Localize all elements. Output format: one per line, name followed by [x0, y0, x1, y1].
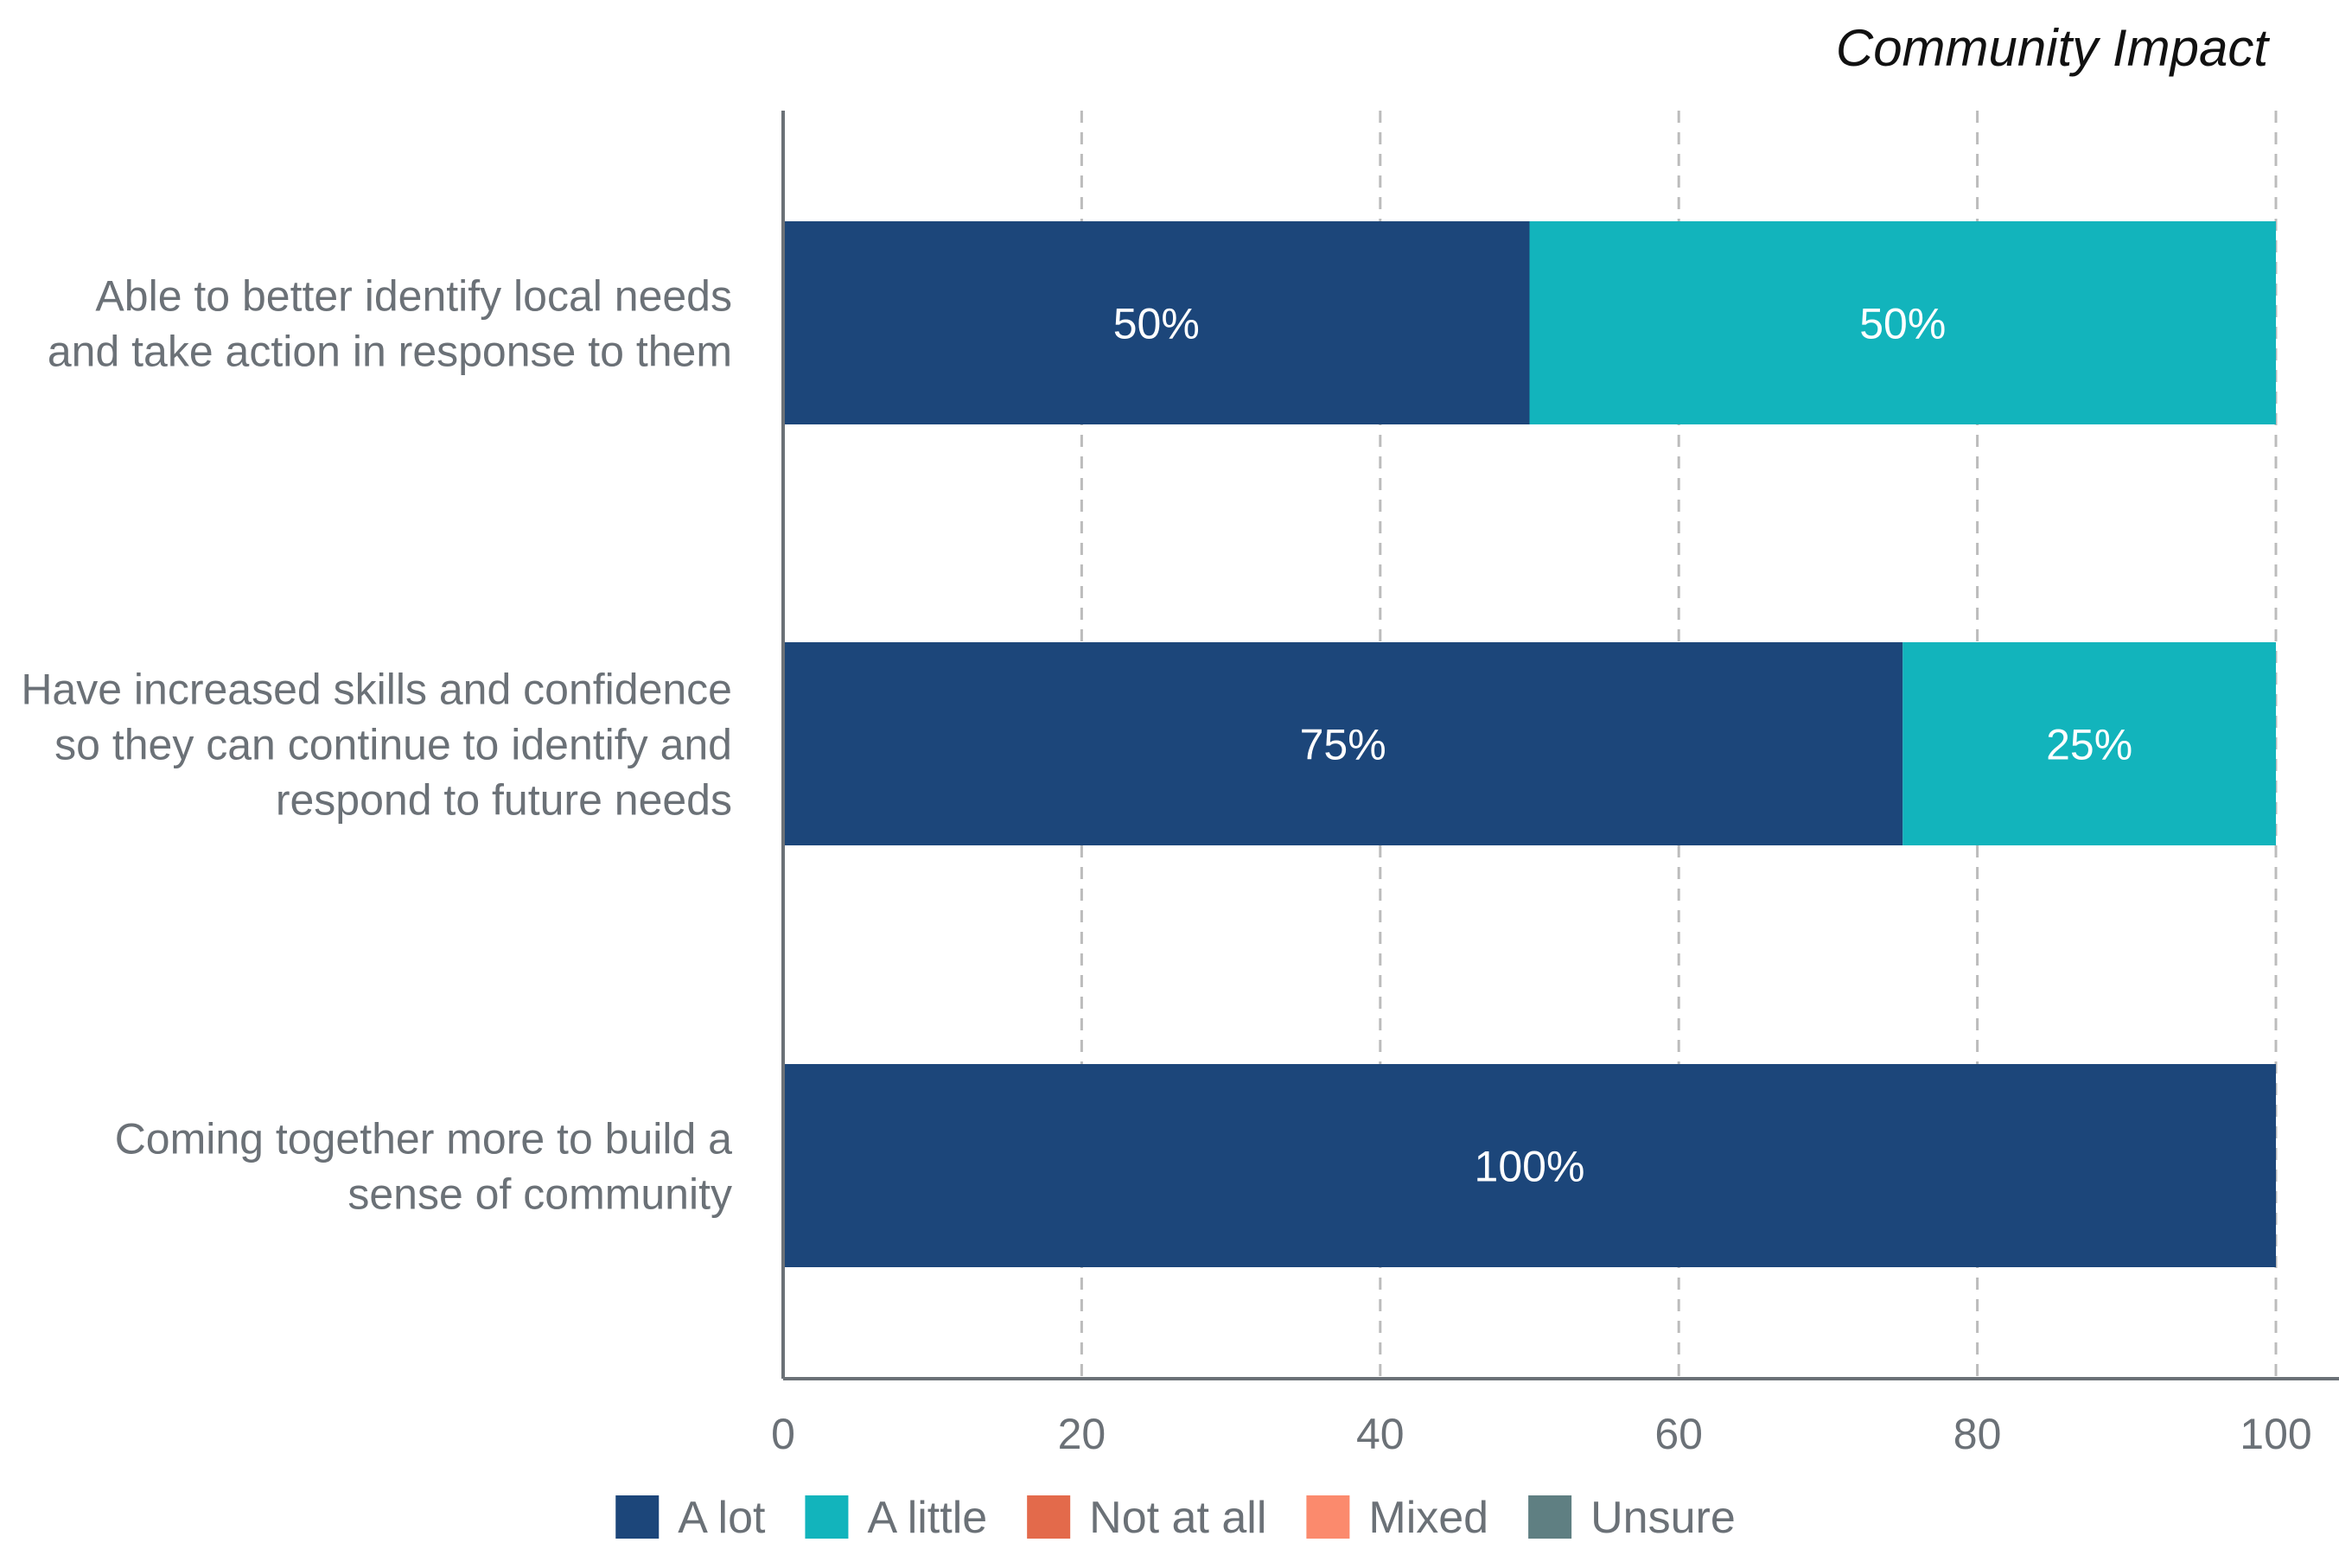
legend-item: Unsure [1528, 1493, 1736, 1543]
bar-segment [1529, 221, 2276, 424]
legend-label: Unsure [1590, 1493, 1736, 1543]
legend-item: Mixed [1306, 1493, 1488, 1543]
chart-title: Community Impact [1836, 19, 2270, 77]
bar-segment [783, 221, 1530, 424]
bars: 50% 50% 75% 25% 100% [783, 221, 2276, 1267]
category-label: Able to better identify local needs and t… [48, 272, 732, 376]
legend-swatch [1306, 1495, 1350, 1539]
legend-label: Mixed [1368, 1493, 1488, 1543]
category-label: Have increased skills and confidence so t… [21, 666, 732, 825]
bar-segment [783, 642, 1903, 845]
bar-segment [1902, 642, 2276, 845]
legend: A lot A little Not at all Mixed Unsure [615, 1493, 1736, 1543]
legend-swatch [1027, 1495, 1071, 1539]
legend-swatch [1528, 1495, 1572, 1539]
legend-swatch [805, 1495, 849, 1539]
x-tick-label: 20 [1058, 1410, 1106, 1458]
legend-label: A little [867, 1493, 987, 1543]
bar-segment [783, 1064, 2276, 1267]
data-label: 100% [1475, 1143, 1585, 1191]
data-label: 25% [2046, 721, 2132, 769]
data-label: 50% [1113, 300, 1200, 348]
legend-item: A lot [615, 1493, 766, 1543]
category-label: Coming together more to build a sense of … [115, 1115, 732, 1219]
axes [781, 111, 2339, 1380]
x-tick-label: 40 [1356, 1410, 1405, 1458]
x-tick-labels: 0 20 40 60 80 100 [771, 1410, 2312, 1458]
legend-item: A little [805, 1493, 987, 1543]
data-label: 50% [1859, 300, 1946, 348]
x-tick-label: 100 [2240, 1410, 2311, 1458]
data-label: 75% [1300, 721, 1386, 769]
category-labels: Able to better identify local needs and t… [21, 272, 732, 1219]
legend-label: Not at all [1089, 1493, 1266, 1543]
x-tick-label: 60 [1654, 1410, 1703, 1458]
legend-label: A lot [678, 1493, 766, 1543]
x-tick-label: 80 [1953, 1410, 2002, 1458]
x-tick-label: 0 [771, 1410, 795, 1458]
legend-swatch [615, 1495, 660, 1539]
legend-item: Not at all [1027, 1493, 1266, 1543]
